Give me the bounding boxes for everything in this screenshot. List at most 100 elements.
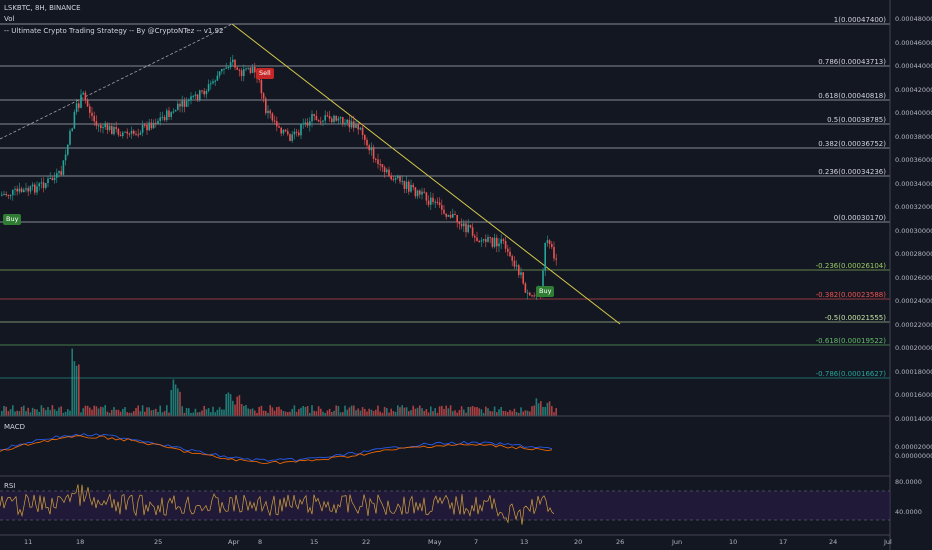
candle bbox=[62, 160, 65, 175]
volume-bar bbox=[95, 406, 98, 416]
candle bbox=[520, 272, 522, 275]
volume-bar bbox=[203, 405, 205, 416]
volume-bar bbox=[251, 408, 254, 416]
volume-bar bbox=[9, 409, 12, 416]
volume-bar bbox=[436, 412, 439, 416]
candle bbox=[14, 188, 16, 190]
candle bbox=[262, 93, 265, 99]
price-axis-label: 0.00048000 bbox=[895, 15, 932, 23]
volume-bar bbox=[526, 410, 529, 416]
volume-bar bbox=[416, 407, 419, 416]
price-axis-label: 0.00040000 bbox=[895, 109, 932, 117]
candle bbox=[452, 214, 454, 218]
volume-bar bbox=[511, 411, 513, 416]
time-axis-label: 25 bbox=[154, 538, 163, 546]
candle bbox=[504, 240, 507, 249]
volume-bar bbox=[207, 408, 210, 416]
candle bbox=[410, 184, 412, 192]
candle bbox=[315, 115, 318, 121]
volume-bar bbox=[188, 408, 190, 416]
volume-bar bbox=[223, 409, 225, 416]
candle bbox=[555, 258, 557, 260]
rsi-line bbox=[0, 484, 555, 525]
volume-bars bbox=[1, 348, 557, 416]
volume-bar bbox=[236, 396, 238, 416]
volume-bar bbox=[227, 392, 230, 416]
candle bbox=[218, 71, 221, 76]
candle bbox=[188, 100, 190, 102]
candle bbox=[276, 121, 278, 127]
volume-bar bbox=[170, 389, 172, 416]
candle bbox=[423, 191, 425, 193]
volume-bar bbox=[412, 405, 414, 416]
volume-bar bbox=[507, 412, 509, 416]
candle bbox=[58, 171, 60, 174]
candle bbox=[399, 175, 401, 182]
volume-bar bbox=[287, 412, 289, 416]
candle bbox=[223, 68, 225, 70]
volume-bar bbox=[108, 412, 111, 416]
candle bbox=[361, 127, 364, 136]
volume-bar bbox=[78, 364, 80, 416]
volume-bar bbox=[137, 405, 139, 416]
volume-bar bbox=[335, 405, 337, 416]
price-axis-label: 0.00018000 bbox=[895, 367, 932, 376]
volume-bar bbox=[97, 408, 100, 416]
candle bbox=[469, 224, 472, 228]
candle bbox=[311, 114, 313, 122]
volume-bar bbox=[445, 405, 447, 416]
candle bbox=[460, 223, 463, 227]
volume-bar bbox=[106, 411, 109, 416]
symbol-title: LSKBTC, 8H, BINANCE bbox=[4, 4, 81, 12]
candle bbox=[73, 111, 76, 129]
candle bbox=[291, 134, 293, 141]
candle bbox=[146, 124, 148, 131]
volume-bar bbox=[302, 406, 304, 416]
candle bbox=[443, 209, 445, 214]
macd-signal-line bbox=[0, 435, 553, 465]
candle bbox=[463, 223, 465, 227]
candle bbox=[212, 81, 214, 84]
fib-lines bbox=[0, 23, 890, 379]
candle bbox=[232, 59, 234, 63]
volume-bar bbox=[18, 411, 21, 416]
volume-bar bbox=[64, 411, 67, 416]
price-axis-label: 0.00028000 bbox=[895, 250, 932, 258]
volume-bar bbox=[399, 407, 401, 416]
volume-bar bbox=[478, 408, 480, 416]
candle bbox=[379, 164, 381, 166]
candle bbox=[119, 134, 122, 137]
volume-bar bbox=[500, 406, 502, 416]
candle bbox=[320, 121, 322, 123]
candle bbox=[196, 94, 199, 100]
volume-bar bbox=[210, 412, 212, 416]
volume-bar bbox=[493, 406, 496, 416]
candle bbox=[518, 265, 520, 275]
volume-bar bbox=[80, 412, 82, 416]
volume-bar bbox=[45, 410, 47, 416]
price-axis-label: 0.00020000 bbox=[895, 344, 932, 352]
candle bbox=[401, 181, 403, 183]
candle bbox=[23, 189, 25, 193]
candle bbox=[141, 124, 144, 133]
volume-bar bbox=[135, 407, 137, 416]
volume-bar bbox=[531, 406, 533, 416]
volume-bar bbox=[3, 405, 5, 416]
candle bbox=[553, 247, 555, 259]
candle bbox=[31, 184, 34, 187]
volume-bar bbox=[218, 407, 221, 416]
macd-lines bbox=[0, 433, 553, 465]
volume-bar bbox=[14, 411, 16, 416]
candle bbox=[526, 292, 529, 294]
candle bbox=[471, 227, 474, 236]
volume-bar bbox=[16, 410, 18, 416]
volume-bar bbox=[471, 405, 474, 416]
volume-bar bbox=[265, 411, 267, 416]
time-axis-label: 18 bbox=[76, 538, 85, 546]
volume-bar bbox=[454, 410, 456, 416]
candle bbox=[106, 123, 109, 130]
volume-bar bbox=[357, 408, 359, 416]
volume-bar bbox=[394, 411, 397, 416]
volume-bar bbox=[111, 409, 113, 416]
